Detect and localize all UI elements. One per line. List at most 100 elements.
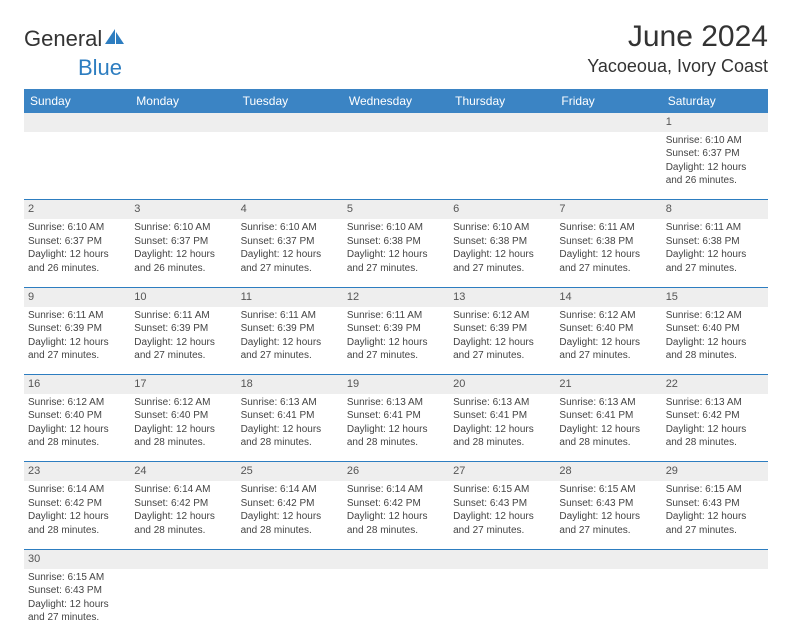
daylight-text: Daylight: 12 hours [666, 336, 764, 350]
daylight-text: Daylight: 12 hours [134, 336, 232, 350]
daylight-text: Daylight: 12 hours [559, 510, 657, 524]
day-number: 8 [662, 200, 768, 219]
day-number: 26 [343, 462, 449, 481]
sunrise-text: Sunrise: 6:11 AM [241, 309, 339, 323]
week-row: Sunrise: 6:10 AMSunset: 6:37 PMDaylight:… [24, 132, 768, 200]
day-cell: Sunrise: 6:12 AMSunset: 6:40 PMDaylight:… [662, 307, 768, 375]
brand-logo: General [24, 20, 128, 52]
daylight-text: and 28 minutes. [134, 524, 232, 538]
weekday-header: Saturday [662, 89, 768, 113]
day-cell: Sunrise: 6:11 AMSunset: 6:39 PMDaylight:… [343, 307, 449, 375]
sunset-text: Sunset: 6:43 PM [666, 497, 764, 511]
week-row: Sunrise: 6:11 AMSunset: 6:39 PMDaylight:… [24, 307, 768, 375]
week-row: Sunrise: 6:15 AMSunset: 6:43 PMDaylight:… [24, 569, 768, 637]
day-number [24, 113, 130, 132]
sunrise-text: Sunrise: 6:15 AM [559, 483, 657, 497]
day-number: 28 [555, 462, 661, 481]
sunset-text: Sunset: 6:40 PM [666, 322, 764, 336]
daylight-text: Daylight: 12 hours [241, 336, 339, 350]
daylight-text: and 27 minutes. [666, 524, 764, 538]
daylight-text: and 28 minutes. [347, 524, 445, 538]
day-cell [555, 132, 661, 200]
day-number: 22 [662, 375, 768, 394]
day-cell: Sunrise: 6:15 AMSunset: 6:43 PMDaylight:… [662, 481, 768, 549]
sunset-text: Sunset: 6:38 PM [347, 235, 445, 249]
day-cell [130, 569, 236, 637]
sunset-text: Sunset: 6:42 PM [666, 409, 764, 423]
day-number: 19 [343, 375, 449, 394]
day-number: 30 [24, 549, 130, 568]
day-cell [449, 569, 555, 637]
daylight-text: Daylight: 12 hours [347, 336, 445, 350]
day-number-row: 23242526272829 [24, 462, 768, 481]
sunset-text: Sunset: 6:37 PM [134, 235, 232, 249]
day-cell: Sunrise: 6:12 AMSunset: 6:40 PMDaylight:… [24, 394, 130, 462]
daylight-text: Daylight: 12 hours [666, 248, 764, 262]
day-cell [343, 569, 449, 637]
sunrise-text: Sunrise: 6:11 AM [666, 221, 764, 235]
day-cell: Sunrise: 6:14 AMSunset: 6:42 PMDaylight:… [24, 481, 130, 549]
brand-part2: Blue [78, 55, 122, 80]
week-row: Sunrise: 6:14 AMSunset: 6:42 PMDaylight:… [24, 481, 768, 549]
weekday-header: Monday [130, 89, 236, 113]
sunset-text: Sunset: 6:41 PM [453, 409, 551, 423]
daylight-text: and 27 minutes. [28, 349, 126, 363]
calendar-table: Sunday Monday Tuesday Wednesday Thursday… [24, 89, 768, 637]
daylight-text: and 27 minutes. [28, 611, 126, 625]
daylight-text: Daylight: 12 hours [241, 510, 339, 524]
sunset-text: Sunset: 6:38 PM [559, 235, 657, 249]
daylight-text: Daylight: 12 hours [453, 248, 551, 262]
sunset-text: Sunset: 6:43 PM [559, 497, 657, 511]
daylight-text: and 27 minutes. [347, 349, 445, 363]
sunrise-text: Sunrise: 6:13 AM [666, 396, 764, 410]
daylight-text: Daylight: 12 hours [28, 598, 126, 612]
daylight-text: Daylight: 12 hours [134, 510, 232, 524]
daylight-text: and 27 minutes. [453, 262, 551, 276]
daylight-text: Daylight: 12 hours [241, 423, 339, 437]
sunrise-text: Sunrise: 6:13 AM [559, 396, 657, 410]
daylight-text: and 26 minutes. [28, 262, 126, 276]
daylight-text: Daylight: 12 hours [28, 423, 126, 437]
day-cell [237, 132, 343, 200]
daylight-text: Daylight: 12 hours [134, 423, 232, 437]
daylight-text: Daylight: 12 hours [666, 423, 764, 437]
sunset-text: Sunset: 6:40 PM [134, 409, 232, 423]
sunrise-text: Sunrise: 6:15 AM [28, 571, 126, 585]
day-cell: Sunrise: 6:12 AMSunset: 6:40 PMDaylight:… [555, 307, 661, 375]
daylight-text: and 26 minutes. [666, 174, 764, 188]
sunrise-text: Sunrise: 6:13 AM [453, 396, 551, 410]
day-cell: Sunrise: 6:11 AMSunset: 6:39 PMDaylight:… [237, 307, 343, 375]
day-cell [237, 569, 343, 637]
sunrise-text: Sunrise: 6:10 AM [347, 221, 445, 235]
day-number [449, 549, 555, 568]
day-number: 13 [449, 287, 555, 306]
sunset-text: Sunset: 6:41 PM [559, 409, 657, 423]
daylight-text: and 28 minutes. [28, 436, 126, 450]
day-number: 10 [130, 287, 236, 306]
day-number: 6 [449, 200, 555, 219]
daylight-text: Daylight: 12 hours [347, 510, 445, 524]
day-number: 21 [555, 375, 661, 394]
sunset-text: Sunset: 6:43 PM [28, 584, 126, 598]
daylight-text: and 26 minutes. [134, 262, 232, 276]
day-number: 20 [449, 375, 555, 394]
sunset-text: Sunset: 6:39 PM [134, 322, 232, 336]
day-number-row: 1 [24, 113, 768, 132]
day-number: 7 [555, 200, 661, 219]
sunrise-text: Sunrise: 6:12 AM [666, 309, 764, 323]
daylight-text: Daylight: 12 hours [453, 423, 551, 437]
sunrise-text: Sunrise: 6:12 AM [453, 309, 551, 323]
daylight-text: Daylight: 12 hours [241, 248, 339, 262]
sunset-text: Sunset: 6:39 PM [453, 322, 551, 336]
day-cell: Sunrise: 6:10 AMSunset: 6:37 PMDaylight:… [130, 219, 236, 287]
day-number: 24 [130, 462, 236, 481]
month-title: June 2024 [587, 20, 768, 54]
sunset-text: Sunset: 6:42 PM [28, 497, 126, 511]
daylight-text: and 27 minutes. [559, 262, 657, 276]
day-cell: Sunrise: 6:15 AMSunset: 6:43 PMDaylight:… [449, 481, 555, 549]
day-cell: Sunrise: 6:13 AMSunset: 6:41 PMDaylight:… [555, 394, 661, 462]
day-number [237, 113, 343, 132]
daylight-text: and 27 minutes. [134, 349, 232, 363]
day-cell: Sunrise: 6:15 AMSunset: 6:43 PMDaylight:… [24, 569, 130, 637]
sunrise-text: Sunrise: 6:15 AM [453, 483, 551, 497]
